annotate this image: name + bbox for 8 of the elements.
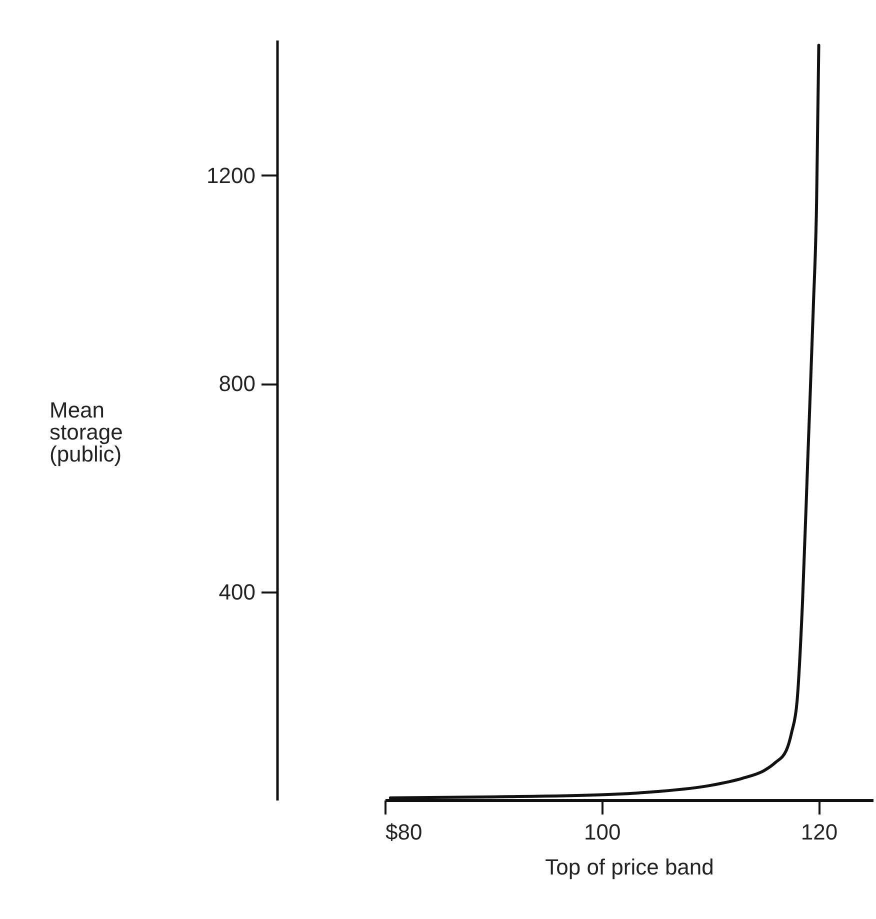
x-tick-label: 120 [800,820,838,844]
x-axis-title: Top of price band [545,854,714,880]
y-axis-title: Mean storage (public) [50,398,123,466]
y-tick-label: 800 [218,371,256,396]
x-tick-label: 100 [584,820,621,844]
y-tick-label: 400 [218,579,256,604]
x-tick-label: $80 [386,820,422,844]
y-tick-label: 1200 [206,162,256,188]
